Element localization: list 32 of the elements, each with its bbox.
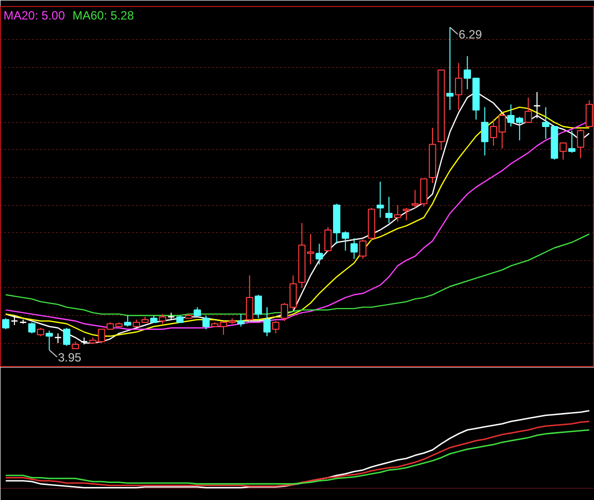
candlestick <box>2 318 10 330</box>
annotation: 3.95 <box>58 350 82 364</box>
candlestick <box>568 130 576 154</box>
candlestick <box>272 320 280 334</box>
candlestick <box>194 306 201 318</box>
text: MA60: 5.28 <box>72 8 134 22</box>
candlestick <box>576 128 584 159</box>
candlestick <box>158 314 166 324</box>
candlestick <box>324 226 332 253</box>
candlestick <box>350 238 358 260</box>
candlestick <box>560 142 567 160</box>
candlestick <box>481 106 488 156</box>
candlestick <box>524 97 532 123</box>
candlestick <box>263 306 271 337</box>
candlestick <box>402 207 410 221</box>
candlestick <box>376 181 384 218</box>
text: MA20: 5.00 <box>4 8 66 22</box>
candlestick <box>446 26 454 110</box>
candlestick <box>28 322 36 334</box>
candlestick <box>63 327 70 346</box>
candlestick <box>202 314 210 330</box>
annotation: 6.29 <box>458 28 482 42</box>
candlestick <box>385 196 393 224</box>
candlestick <box>124 314 132 327</box>
candlestick <box>316 243 323 265</box>
candlestick <box>454 62 462 110</box>
candlestick <box>394 204 402 222</box>
candlestick <box>246 274 254 322</box>
candlestick <box>359 239 366 260</box>
candlestick <box>254 294 262 319</box>
candlestick <box>46 330 53 350</box>
candlestick <box>237 314 245 327</box>
